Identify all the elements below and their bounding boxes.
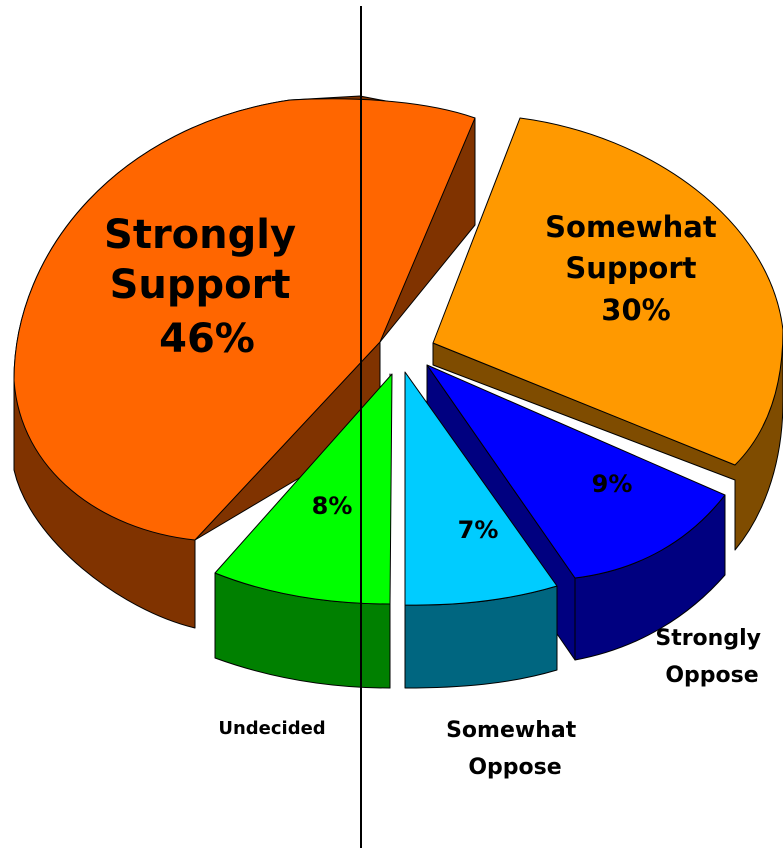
slice-strongly-oppose-top (426, 364, 726, 579)
label-strongly-support-line-2: Support (110, 262, 291, 308)
label-strongly-support: Strongly Support 46% (104, 212, 310, 362)
label-somewhat-oppose-line-2: Oppose (468, 755, 561, 780)
slice-somewhat-oppose-top (404, 371, 558, 606)
label-undecided: Undecided (218, 718, 325, 739)
label-somewhat-oppose: Somewhat Oppose (446, 718, 584, 780)
label-somewhat-support: Somewhat Support 30% (545, 210, 727, 327)
label-strongly-oppose-line-2: Oppose (665, 663, 758, 688)
label-somewhat-support-line-2: Support (565, 251, 696, 285)
label-somewhat-support-line-1: Somewhat (545, 210, 717, 244)
label-strongly-support-line-3: 46% (159, 316, 255, 362)
label-strongly-support-line-1: Strongly (104, 212, 296, 258)
slice-undecided-top (214, 373, 393, 605)
label-undecided-pct: 8% (312, 492, 353, 520)
label-somewhat-oppose-pct: 7% (458, 516, 499, 544)
label-somewhat-oppose-line-1: Somewhat (446, 718, 577, 743)
slice-somewhat-oppose (404, 371, 558, 689)
label-strongly-oppose-pct: 9% (592, 470, 633, 498)
slice-undecided (214, 373, 393, 689)
label-strongly-oppose: Strongly Oppose (655, 626, 768, 688)
label-somewhat-support-line-3: 30% (601, 293, 670, 327)
label-strongly-oppose-line-1: Strongly (655, 626, 761, 651)
slice-somewhat-support-top (432, 117, 783, 466)
